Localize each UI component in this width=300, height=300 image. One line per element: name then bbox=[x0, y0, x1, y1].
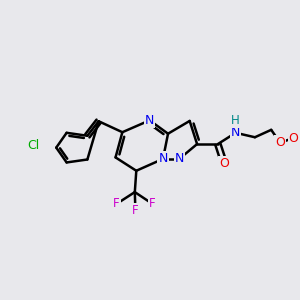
Text: O: O bbox=[219, 158, 229, 170]
Text: N: N bbox=[175, 152, 184, 165]
Text: F: F bbox=[149, 197, 156, 211]
Text: N: N bbox=[231, 126, 240, 139]
Text: N: N bbox=[145, 114, 154, 127]
Text: N: N bbox=[158, 152, 168, 165]
Text: F: F bbox=[132, 204, 139, 217]
Text: O: O bbox=[289, 132, 298, 145]
Text: O: O bbox=[275, 136, 285, 149]
Text: F: F bbox=[113, 197, 120, 211]
Text: Cl: Cl bbox=[27, 139, 40, 152]
Text: H: H bbox=[231, 114, 240, 128]
